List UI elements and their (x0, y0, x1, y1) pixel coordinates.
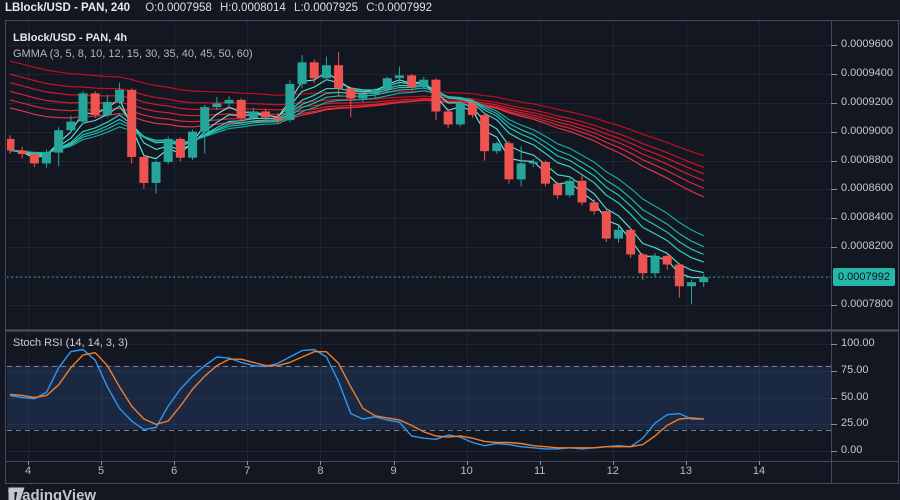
low-label: L: (294, 2, 304, 14)
tradingview-watermark[interactable]: TradingView (8, 487, 96, 500)
symbol-title: LBlock/USD - PAN, 240 (5, 2, 131, 14)
price-axis-label: 0.0008200 (841, 240, 893, 253)
time-axis-label: 5 (98, 465, 105, 477)
time-axis-label: 13 (679, 465, 693, 477)
stoch-axis-label: 100.00 (841, 337, 875, 350)
low-value: 0.0007925 (303, 2, 359, 14)
time-axis-label: 6 (171, 465, 178, 477)
price-axis-label: 0.0007800 (841, 297, 893, 310)
high-value: 0.0008014 (231, 2, 286, 14)
price-axis-label: 0.0009200 (841, 95, 893, 108)
current-price-label: 0.0007992 (833, 268, 895, 286)
price-axis-label: 0.0008400 (841, 211, 893, 224)
close-value: 0.0007992 (377, 2, 433, 14)
time-axis-label: 9 (390, 465, 397, 477)
price-axis-label: 0.0009000 (841, 124, 893, 137)
time-axis-label: 10 (460, 465, 473, 477)
price-axis-label: 0.0009600 (841, 38, 893, 50)
price-axis-label: 0.0009400 (841, 66, 893, 79)
open-label: O: (145, 2, 158, 14)
stoch-axis-label: 50.00 (841, 390, 869, 403)
time-axis-label: 4 (24, 465, 32, 477)
ohlc-header: LBlock/USD - PAN, 240 O:0.0007958 H:0.00… (5, 2, 432, 14)
price-axis-label: 0.0008800 (841, 153, 893, 166)
close-label: C: (366, 2, 378, 14)
time-axis-label: 14 (752, 465, 766, 477)
price-axis-label: 0.0008600 (841, 182, 893, 195)
time-axis-label: 12 (606, 465, 619, 477)
tradingview-logo-icon (8, 487, 25, 500)
time-axis-label: 8 (317, 465, 324, 477)
stoch-axis-label: 0.00 (841, 444, 863, 456)
time-axis-label: 7 (244, 465, 251, 477)
tradingview-watermark-text: TradingView (8, 487, 97, 500)
stoch-axis-label: 75.00 (841, 363, 869, 376)
high-label: H: (219, 2, 232, 14)
stoch-axis-label: 25.00 (841, 417, 869, 430)
time-axis-label: 11 (533, 465, 546, 477)
open-value: 0.0007958 (157, 2, 212, 14)
